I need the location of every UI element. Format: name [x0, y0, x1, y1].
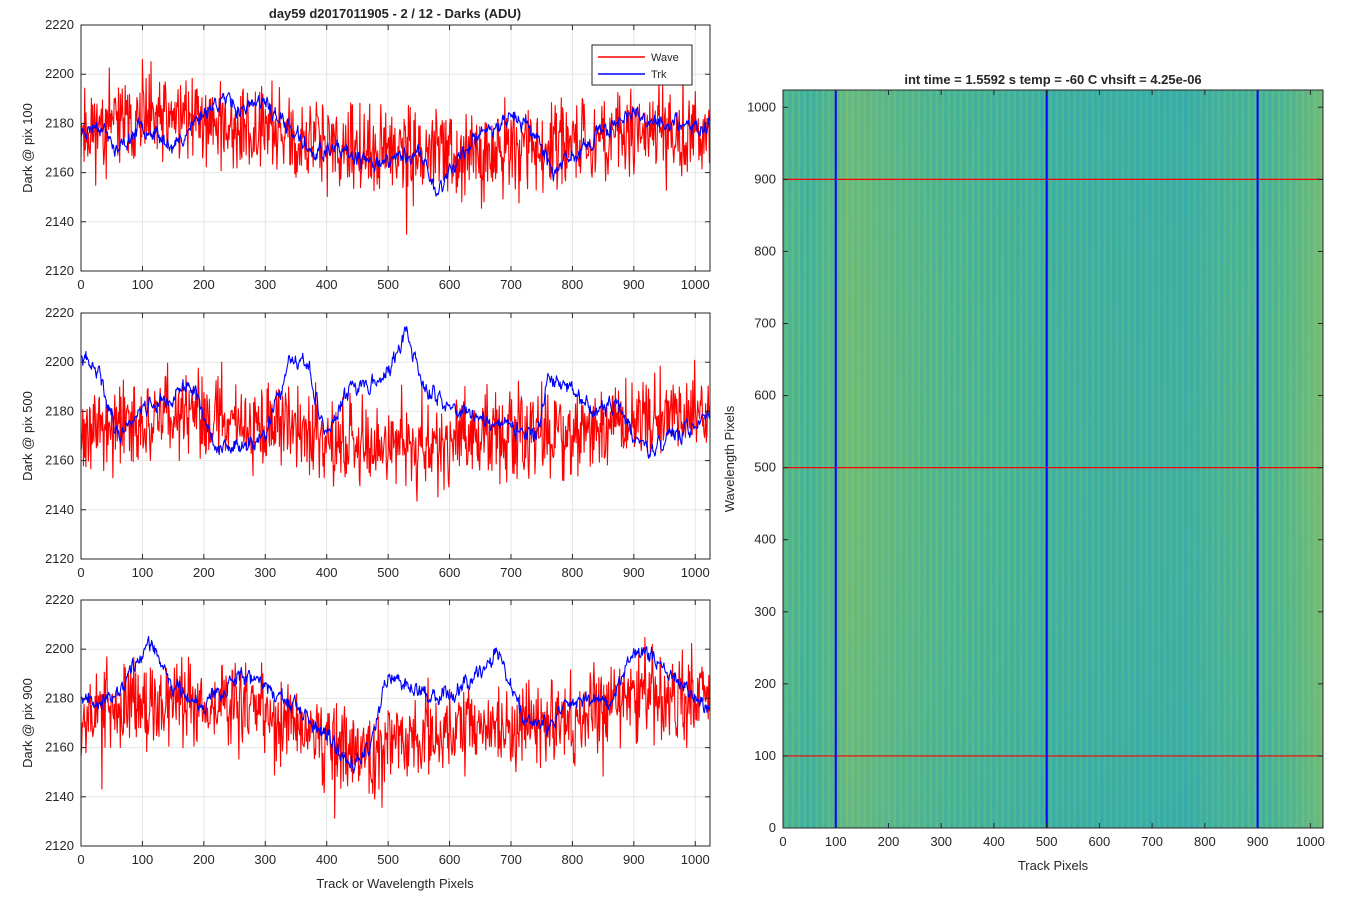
- x-tick-label: 600: [1089, 834, 1111, 849]
- y-axis-label: Dark @ pix 500: [20, 391, 35, 481]
- y-tick-label: 2180: [45, 403, 74, 418]
- chart-title: int time = 1.5592 s temp = -60 C vhsift …: [904, 72, 1201, 87]
- x-tick-label: 700: [500, 277, 522, 292]
- y-axis-label: Dark @ pix 900: [20, 678, 35, 768]
- x-tick-label: 300: [254, 852, 276, 867]
- x-tick-label: 400: [316, 852, 338, 867]
- legend: Wave Trk: [591, 44, 693, 86]
- y-tick-label: 300: [754, 604, 776, 619]
- y-tick-label: 200: [754, 676, 776, 691]
- x-tick-label: 500: [377, 852, 399, 867]
- y-tick-label: 2140: [45, 214, 74, 229]
- x-axis-label: Track Pixels: [1018, 858, 1089, 873]
- y-tick-label: 2220: [45, 592, 74, 607]
- x-axis-label: Track or Wavelength Pixels: [316, 876, 474, 891]
- x-tick-label: 200: [193, 565, 215, 580]
- x-tick-label: 800: [1194, 834, 1216, 849]
- y-tick-label: 2140: [45, 502, 74, 517]
- x-tick-label: 700: [500, 852, 522, 867]
- y-tick-label: 100: [754, 748, 776, 763]
- y-tick-label: 2160: [45, 740, 74, 755]
- y-tick-label: 0: [769, 820, 776, 835]
- x-tick-label: 900: [623, 565, 645, 580]
- series-line-wave: [80, 59, 711, 235]
- series-line-trk: [80, 325, 711, 459]
- y-tick-label: 400: [754, 532, 776, 547]
- x-tick-label: 100: [132, 852, 154, 867]
- y-tick-label: 2220: [45, 305, 74, 320]
- x-tick-label: 200: [193, 277, 215, 292]
- y-tick-label: 2220: [45, 17, 74, 32]
- x-tick-label: 1000: [1296, 834, 1325, 849]
- x-tick-label: 500: [1036, 834, 1058, 849]
- x-tick-label: 0: [779, 834, 786, 849]
- x-tick-label: 0: [77, 277, 84, 292]
- series-line-wave: [80, 636, 711, 819]
- y-tick-label: 2200: [45, 354, 74, 369]
- y-tick-label: 700: [754, 316, 776, 331]
- x-tick-label: 800: [562, 277, 584, 292]
- x-tick-label: 200: [878, 834, 900, 849]
- series-line-wave: [80, 359, 711, 502]
- y-tick-label: 2200: [45, 66, 74, 81]
- chart-pix500: 0 100 200 300 400 500 600 700 800 900 1000 2120 2140…: [20, 305, 711, 580]
- y-tick-label: 2200: [45, 641, 74, 656]
- x-tick-label: 300: [254, 565, 276, 580]
- x-tick-label: 900: [623, 852, 645, 867]
- x-tick-label: 600: [439, 852, 461, 867]
- x-tick-label: 400: [983, 834, 1005, 849]
- x-tick-label: 100: [132, 277, 154, 292]
- y-tick-label: 2140: [45, 789, 74, 804]
- x-tick-label: 900: [1247, 834, 1269, 849]
- series-line-trk: [80, 635, 711, 774]
- x-tick-label: 300: [930, 834, 952, 849]
- x-tick-label: 400: [316, 565, 338, 580]
- y-tick-label: 900: [754, 171, 776, 186]
- y-tick-label: 2160: [45, 165, 74, 180]
- x-tick-label: 1000: [681, 277, 710, 292]
- x-tick-label: 300: [254, 277, 276, 292]
- x-tick-label: 600: [439, 565, 461, 580]
- x-tick-label: 100: [132, 565, 154, 580]
- legend-entry-trk: Trk: [651, 69, 667, 81]
- y-tick-label: 2120: [45, 263, 74, 278]
- x-tick-label: 500: [377, 277, 399, 292]
- y-tick-label: 800: [754, 243, 776, 258]
- x-tick-label: 100: [825, 834, 847, 849]
- heatmap-shading-v: [783, 90, 1323, 828]
- x-tick-label: 1000: [681, 852, 710, 867]
- y-axis-label: Wavelength Pixels: [722, 405, 737, 512]
- series-line-trk: [80, 91, 711, 197]
- y-tick-label: 2120: [45, 551, 74, 566]
- chart-pix100: 0 100 200 300 400 500 600 700 800 900 1000 2120 2140…: [20, 6, 711, 292]
- y-tick-label: 500: [754, 460, 776, 475]
- y-tick-label: 2160: [45, 453, 74, 468]
- y-axis-label: Dark @ pix 100: [20, 103, 35, 193]
- y-tick-label: 2180: [45, 690, 74, 705]
- x-tick-label: 800: [562, 565, 584, 580]
- x-tick-label: 0: [77, 852, 84, 867]
- x-tick-label: 900: [623, 277, 645, 292]
- y-tick-label: 2120: [45, 838, 74, 853]
- y-tick-label: 600: [754, 388, 776, 403]
- x-tick-label: 600: [439, 277, 461, 292]
- x-tick-label: 700: [500, 565, 522, 580]
- chart-title: day59 d2017011905 - 2 / 12 - Darks (ADU): [269, 6, 521, 21]
- x-tick-label: 0: [77, 565, 84, 580]
- x-tick-label: 400: [316, 277, 338, 292]
- chart-pix900: 0 100 200 300 400 500 600 700 800 900 1000 2120 2140…: [20, 592, 711, 891]
- x-tick-label: 500: [377, 565, 399, 580]
- x-tick-label: 1000: [681, 565, 710, 580]
- legend-entry-wave: Wave: [651, 52, 679, 64]
- y-tick-label: 2180: [45, 115, 74, 130]
- x-tick-label: 700: [1141, 834, 1163, 849]
- chart-image: 0 100 200 300 400 500 600 700 800 900 1000 0 100 200 3…: [722, 72, 1325, 873]
- y-tick-label: 1000: [747, 99, 776, 114]
- x-tick-label: 800: [562, 852, 584, 867]
- x-tick-label: 200: [193, 852, 215, 867]
